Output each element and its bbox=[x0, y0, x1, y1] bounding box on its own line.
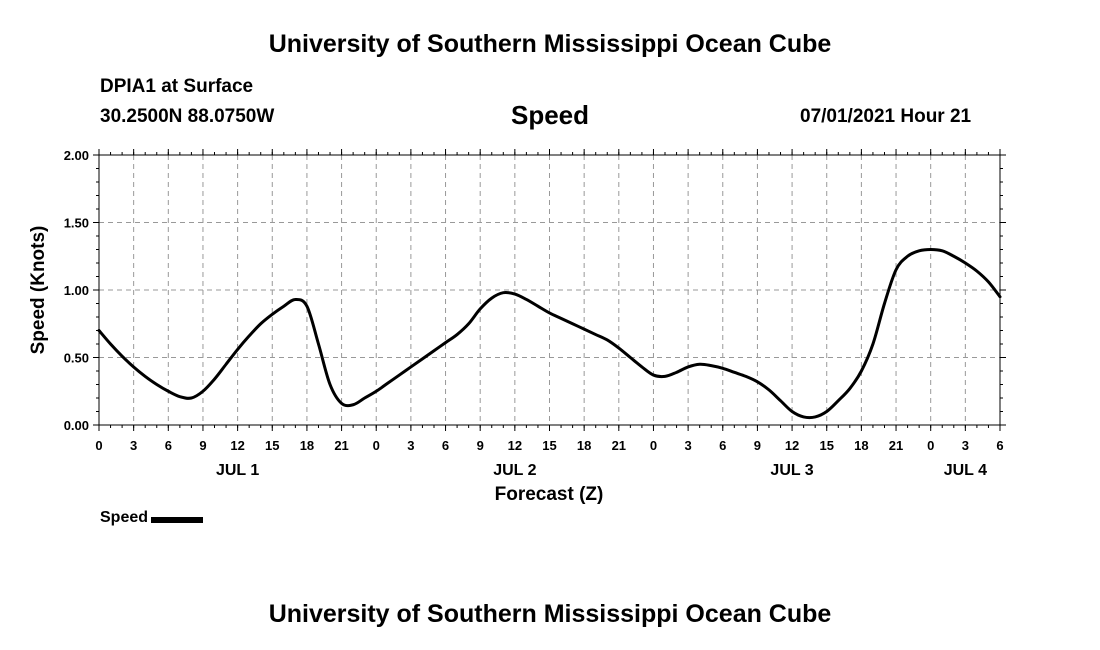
x-tick-label: 9 bbox=[199, 438, 206, 453]
grid-lines bbox=[99, 155, 1000, 425]
x-tick-label: 21 bbox=[612, 438, 626, 453]
x-tick-label: 3 bbox=[130, 438, 137, 453]
x-tick-label: 3 bbox=[407, 438, 414, 453]
x-day-label: JUL 3 bbox=[770, 462, 813, 479]
x-tick-label: 6 bbox=[165, 438, 172, 453]
series-line-speed bbox=[97, 248, 1002, 420]
x-tick-label: 18 bbox=[854, 438, 868, 453]
x-tick-label: 6 bbox=[996, 438, 1003, 453]
legend-label: Speed bbox=[100, 509, 149, 526]
y-tick-label: 2.00 bbox=[64, 148, 89, 163]
y-axis-title: Speed (Knots) bbox=[28, 226, 49, 355]
axis-labels: 0.00 0.50 1.00 1.50 2.00 0 3 6 9 12 15 18 21 0 3 6 9 12 15… bbox=[64, 148, 1004, 479]
x-axis-title: Forecast (Z) bbox=[495, 484, 604, 505]
x-tick-label: 21 bbox=[889, 438, 903, 453]
x-tick-label: 12 bbox=[230, 438, 244, 453]
x-tick-label: 9 bbox=[754, 438, 761, 453]
forecast-datetime: 07/01/2021 Hour 21 bbox=[800, 106, 972, 127]
x-tick-label: 15 bbox=[265, 438, 279, 453]
y-tick-label: 1.00 bbox=[64, 283, 89, 298]
x-tick-label: 18 bbox=[300, 438, 314, 453]
x-tick-label: 9 bbox=[477, 438, 484, 453]
page-title: University of Southern Mississippi Ocean… bbox=[268, 30, 832, 58]
x-tick-label: 3 bbox=[684, 438, 691, 453]
station-label: DPIA1 at Surface bbox=[100, 76, 254, 97]
y-tick-label: 0.50 bbox=[64, 351, 89, 366]
x-tick-label: 15 bbox=[819, 438, 833, 453]
x-tick-label: 6 bbox=[442, 438, 449, 453]
y-tick-label: 1.50 bbox=[64, 216, 89, 231]
x-tick-label: 0 bbox=[373, 438, 380, 453]
coordinates-label: 30.2500N 88.0750W bbox=[100, 106, 275, 127]
x-tick-label: 15 bbox=[542, 438, 556, 453]
x-tick-label: 0 bbox=[927, 438, 934, 453]
chart-title: Speed bbox=[510, 100, 590, 130]
x-day-label: JUL 2 bbox=[493, 462, 536, 479]
x-tick-label: 6 bbox=[719, 438, 726, 453]
y-tick-label: 0.00 bbox=[64, 418, 89, 433]
x-tick-label: 0 bbox=[95, 438, 102, 453]
x-tick-label: 18 bbox=[577, 438, 591, 453]
x-tick-label: 21 bbox=[334, 438, 348, 453]
axis-ticks bbox=[93, 149, 1006, 431]
legend: Speed bbox=[100, 509, 204, 527]
x-day-label: JUL 1 bbox=[216, 462, 259, 479]
footer-title: University of Southern Mississippi Ocean… bbox=[268, 600, 832, 628]
legend-swatch bbox=[151, 517, 204, 523]
x-tick-label: 3 bbox=[962, 438, 969, 453]
x-tick-label: 12 bbox=[508, 438, 522, 453]
x-tick-label: 12 bbox=[785, 438, 799, 453]
x-day-label: JUL 4 bbox=[944, 462, 987, 479]
x-tick-label: 0 bbox=[650, 438, 657, 453]
